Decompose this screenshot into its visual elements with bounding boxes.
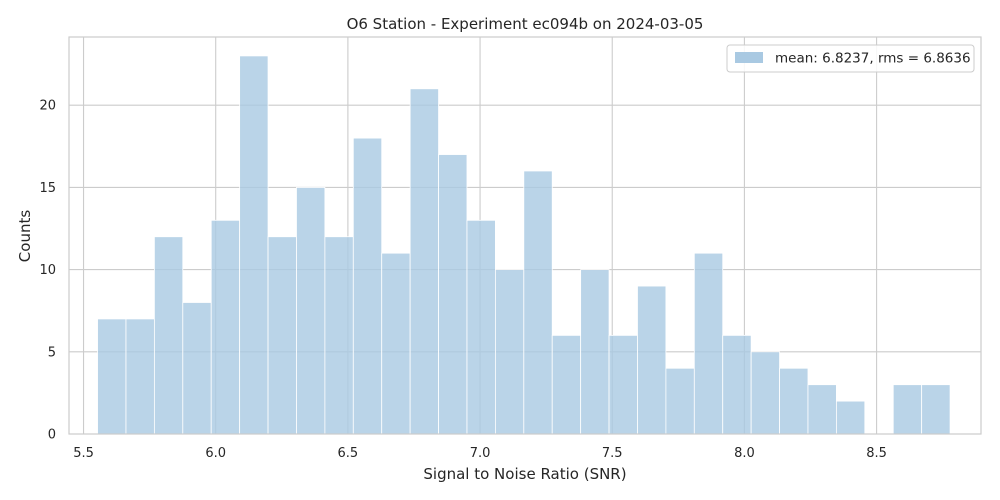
y-tick-label: 10 bbox=[39, 263, 56, 278]
histogram-bar bbox=[324, 236, 354, 435]
histogram-bar bbox=[153, 236, 184, 435]
histogram-bar bbox=[466, 219, 496, 435]
histogram-bar bbox=[381, 252, 411, 435]
histogram-bar bbox=[523, 170, 553, 435]
chart-title: O6 Station - Experiment ec094b on 2024-0… bbox=[347, 15, 704, 33]
histogram-bar bbox=[97, 318, 127, 435]
x-tick-label: 7.0 bbox=[470, 446, 491, 461]
x-tick-label: 7.5 bbox=[602, 446, 623, 461]
histogram-bar bbox=[267, 236, 297, 435]
histogram-bar bbox=[637, 285, 667, 435]
histogram-bar bbox=[892, 384, 923, 435]
histogram-bar bbox=[807, 384, 837, 435]
legend-swatch bbox=[735, 52, 763, 63]
histogram-bar bbox=[352, 137, 383, 435]
histogram-bar bbox=[239, 55, 269, 435]
y-tick-label: 15 bbox=[39, 181, 56, 196]
histogram-bar bbox=[750, 351, 780, 435]
histogram-bar bbox=[665, 367, 695, 435]
histogram-bar bbox=[722, 334, 752, 435]
histogram-bar bbox=[494, 269, 525, 435]
histogram-bar bbox=[182, 302, 212, 435]
histogram-bar bbox=[296, 187, 326, 435]
histogram-bar bbox=[779, 367, 809, 435]
legend: mean: 6.8237, rms = 6.8636 bbox=[726, 44, 975, 73]
x-tick-label: 5.5 bbox=[73, 446, 94, 461]
histogram-bar bbox=[921, 384, 951, 435]
x-tick-labels: 5.5 6.0 6.5 7.0 7.5 8.0 8.5 bbox=[73, 446, 887, 461]
histogram-bar bbox=[693, 252, 724, 435]
legend-label: mean: 6.8237, rms = 6.8636 bbox=[775, 51, 971, 67]
histogram-bar bbox=[409, 88, 439, 435]
x-axis-label: Signal to Noise Ratio (SNR) bbox=[423, 465, 626, 483]
histogram-bar bbox=[580, 269, 610, 435]
x-tick-label: 6.0 bbox=[205, 446, 226, 461]
y-axis-label: Counts bbox=[16, 210, 34, 263]
histogram-bar bbox=[125, 318, 155, 435]
y-tick-label: 0 bbox=[48, 428, 56, 443]
histogram-bar bbox=[608, 334, 638, 435]
legend-box bbox=[726, 44, 975, 73]
x-tick-label: 8.5 bbox=[866, 446, 887, 461]
histogram-bar bbox=[551, 334, 582, 435]
y-tick-label: 5 bbox=[48, 345, 56, 360]
y-tick-labels: 0 5 10 15 20 bbox=[39, 99, 56, 443]
plot-frame bbox=[68, 36, 982, 435]
y-tick-label: 20 bbox=[39, 99, 56, 114]
histogram-bar bbox=[836, 400, 866, 435]
histogram-bar bbox=[210, 219, 241, 435]
x-tick-label: 8.0 bbox=[734, 446, 755, 461]
x-tick-label: 6.5 bbox=[338, 446, 359, 461]
histogram-bar bbox=[438, 154, 468, 435]
histogram-bars bbox=[97, 55, 951, 435]
